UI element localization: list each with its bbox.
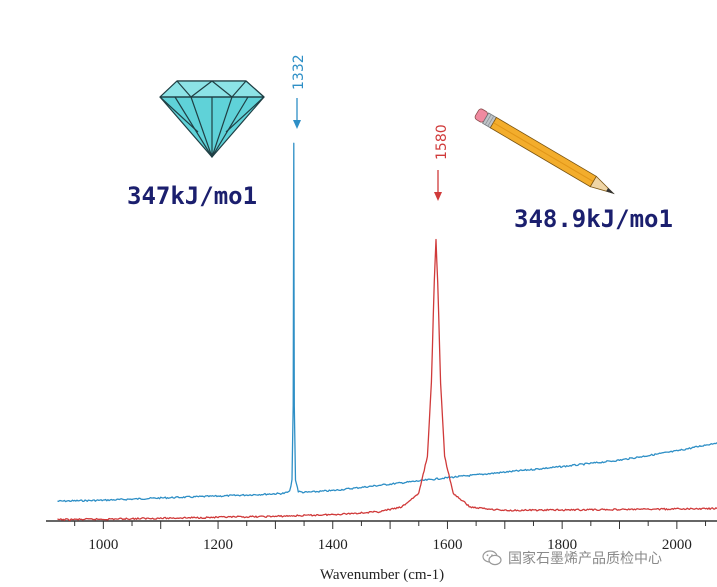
x-axis-title: Wavenumber (cm-1) — [320, 567, 444, 583]
diamond-icon — [159, 80, 265, 158]
series-layer — [57, 142, 717, 521]
wechat-icon — [482, 550, 502, 566]
series-line-1580 — [57, 238, 717, 521]
peak-arrowhead-1580 — [434, 192, 442, 201]
peak-label-1580: 1580 — [434, 124, 450, 160]
watermark: 国家石墨烯产品质检中心 — [482, 546, 712, 570]
series-line-1332 — [57, 142, 717, 503]
peak-annotation-1332: 1332 — [291, 54, 307, 129]
x-tick-label: 1000 — [88, 537, 118, 553]
peak-annotation-1580: 1580 — [434, 124, 450, 201]
x-tick-label: 1800 — [547, 537, 577, 553]
diamond-bond-energy: 347kJ/mo1 — [127, 182, 257, 210]
watermark-text: 国家石墨烯产品质检中心 — [508, 551, 662, 567]
graphite-bond-energy: 348.9kJ/mo1 — [514, 205, 673, 233]
x-tick-label: 2000 — [662, 537, 692, 553]
pencil-icon — [474, 108, 615, 195]
x-axis-tick-labels: 1000 1200 1400 1600 1800 2000 — [88, 537, 692, 553]
peak-label-1332: 1332 — [291, 54, 307, 90]
peak-arrowhead-1332 — [293, 120, 301, 129]
x-axis-ticks — [74, 521, 707, 529]
x-tick-label: 1200 — [203, 537, 233, 553]
x-tick-label: 1400 — [318, 537, 348, 553]
x-tick-label: 1600 — [432, 537, 462, 553]
